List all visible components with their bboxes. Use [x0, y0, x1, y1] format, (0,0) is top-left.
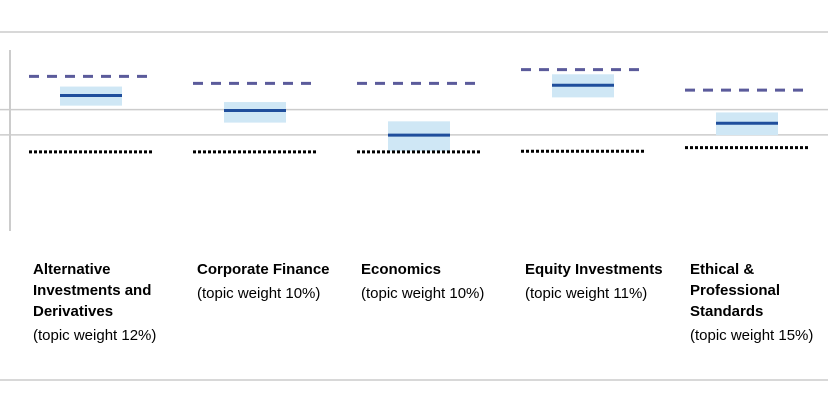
category-label-3: Equity Investments (topic weight 11%) [525, 259, 685, 304]
chart-marks [29, 68, 809, 154]
category-label-1: Corporate Finance (topic weight 10%) [197, 259, 347, 304]
category-name: Alternative Investments and Derivatives [33, 261, 152, 320]
category-weight: (topic weight 10%) [197, 285, 321, 302]
category-label-4: Ethical & Professional Standards (topic … [690, 259, 826, 346]
category-weight: (topic weight 11%) [525, 285, 648, 302]
category-name: Equity Investments [525, 261, 663, 278]
category-name: Economics [361, 261, 442, 278]
category-weight: (topic weight 10%) [361, 285, 485, 302]
category-weight: (topic weight 12%) [33, 327, 157, 344]
category-name: Corporate Finance [197, 261, 330, 278]
category-label-0: Alternative Investments and Derivatives … [33, 259, 183, 346]
category-label-2: Economics (topic weight 10%) [361, 259, 511, 304]
category-weight: (topic weight 15%) [690, 327, 814, 344]
box-1 [224, 102, 286, 123]
category-name: Ethical & Professional Standards [690, 261, 781, 320]
